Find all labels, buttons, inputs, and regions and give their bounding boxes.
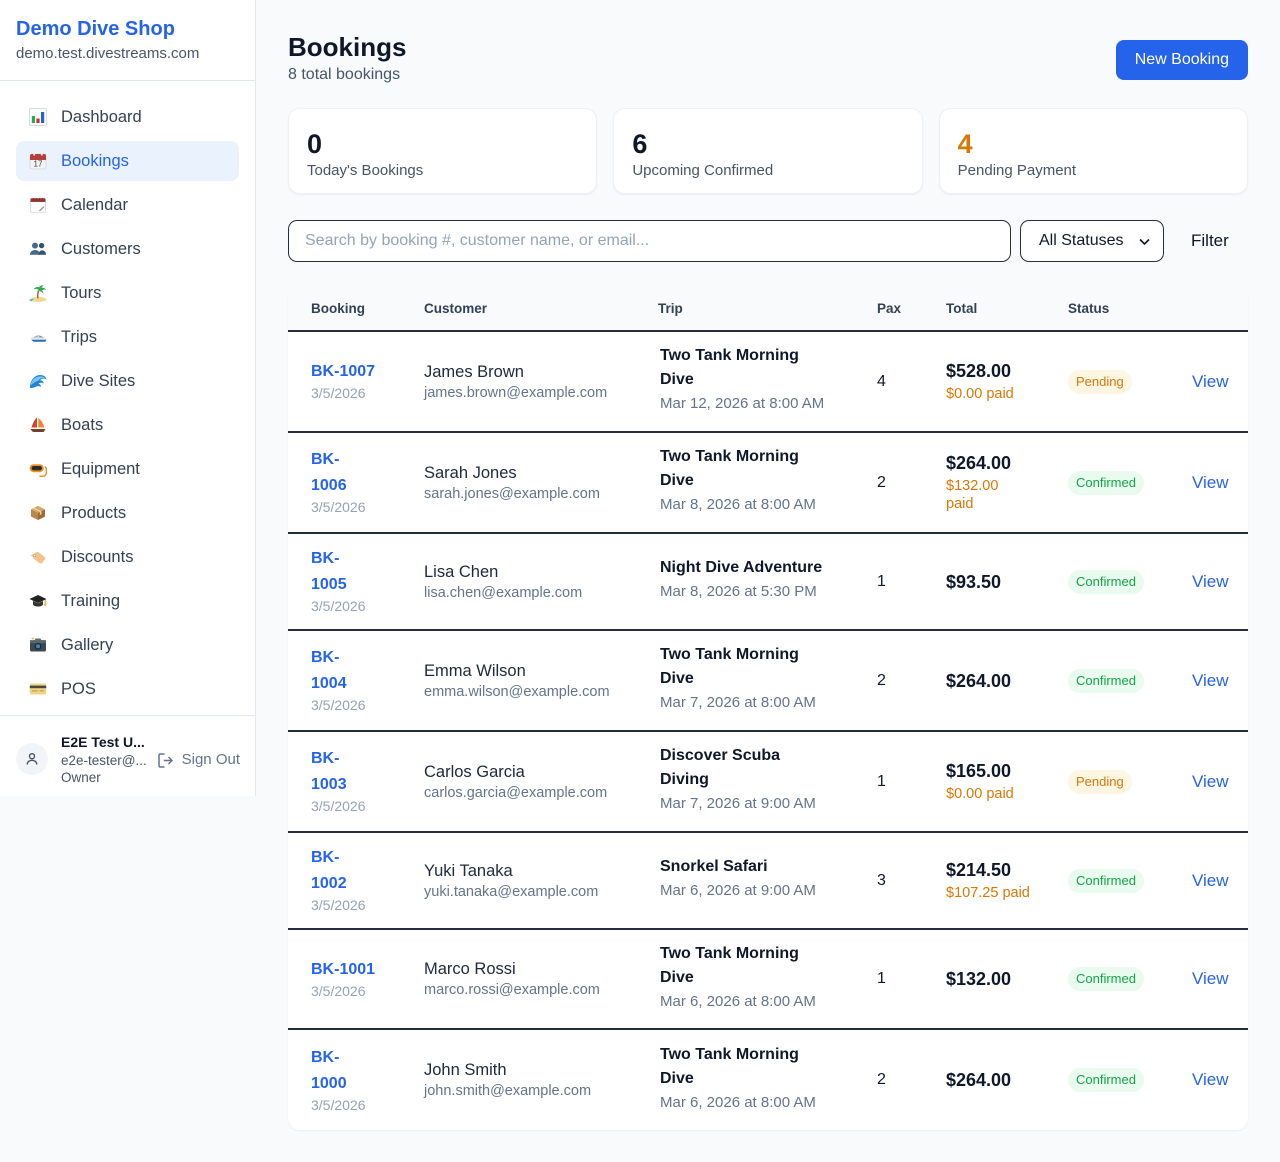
svg-text:17: 17	[34, 160, 43, 169]
